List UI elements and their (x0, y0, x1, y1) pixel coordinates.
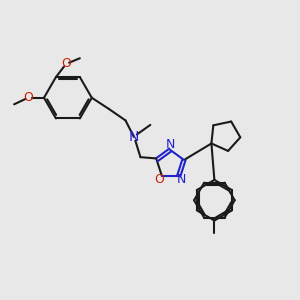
Text: O: O (61, 57, 71, 70)
Text: O: O (23, 91, 33, 104)
Text: O: O (154, 173, 164, 187)
Text: N: N (129, 130, 139, 144)
Text: N: N (166, 139, 175, 152)
Text: N: N (177, 173, 186, 187)
